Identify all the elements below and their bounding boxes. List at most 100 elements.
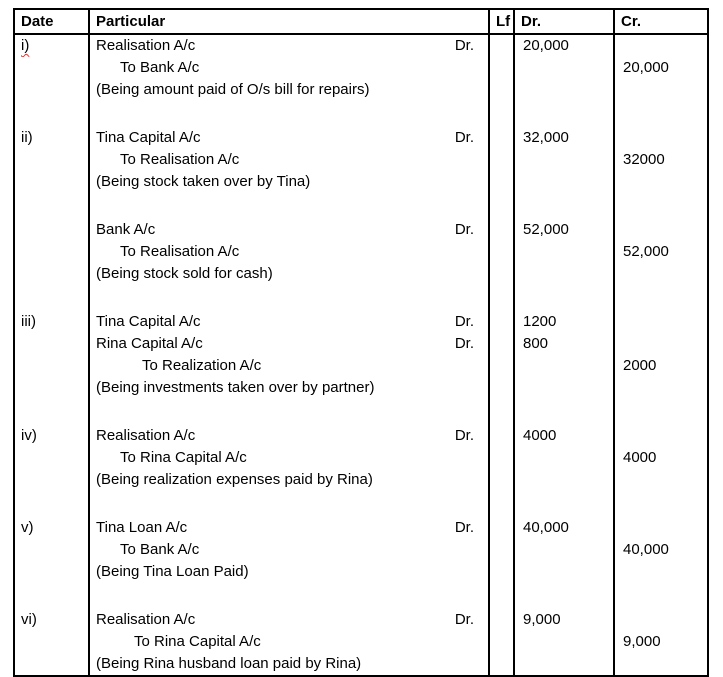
dr-amount: 40,000	[523, 519, 569, 536]
particular-cell: Tina Capital A/c Dr.	[89, 127, 490, 149]
date-cell	[14, 263, 90, 285]
particular-cell: (Being investments taken over by partner…	[89, 377, 490, 399]
particular-line: Tina Capital A/c Dr.	[96, 127, 482, 149]
dr-amount-cell	[514, 57, 615, 79]
spacer-cell	[14, 491, 90, 517]
particular-text: To Realisation A/c	[120, 151, 240, 168]
particular-text: Tina Loan A/c	[96, 519, 188, 536]
particular-text: (Being stock taken over by Tina)	[96, 173, 311, 190]
particular-cell: To Realisation A/c	[89, 241, 490, 263]
particular-line: To Bank A/c	[96, 539, 482, 561]
lf-cell	[489, 219, 515, 241]
particular-text: Realisation A/c	[96, 427, 196, 444]
date-cell	[14, 539, 90, 561]
date-cell	[14, 469, 90, 491]
spacer-cell	[89, 285, 490, 311]
particular-cell: To Rina Capital A/c	[89, 631, 490, 653]
particular-text: Realisation A/c	[96, 611, 196, 628]
date-cell: iii)	[14, 311, 90, 333]
spacer-row	[14, 285, 708, 311]
lf-cell	[489, 149, 515, 171]
dr-amount-cell: 52,000	[514, 219, 615, 241]
particular-line: To Bank A/c	[96, 57, 482, 79]
entry-date-label: iii)	[21, 313, 36, 330]
date-cell: vi)	[14, 609, 90, 631]
cr-amount-cell	[614, 653, 708, 676]
entry-line-row: (Being realization expenses paid by Rina…	[14, 469, 708, 491]
dr-amount-cell: 1200	[514, 311, 615, 333]
dr-amount-cell: 40,000	[514, 517, 615, 539]
particular-cell: (Being amount paid of O/s bill for repai…	[89, 79, 490, 101]
spacer-cell	[89, 491, 490, 517]
cr-amount-cell: 2000	[614, 355, 708, 377]
cr-amount-cell	[614, 219, 708, 241]
dr-amount-cell	[514, 653, 615, 676]
lf-cell	[489, 517, 515, 539]
entry-line-row: (Being Tina Loan Paid)	[14, 561, 708, 583]
lf-cell	[489, 333, 515, 355]
particular-cell: To Bank A/c	[89, 539, 490, 561]
date-cell	[14, 57, 90, 79]
spacer-cell	[489, 193, 515, 219]
cr-amount: 4000	[623, 449, 657, 466]
dr-amount-cell	[514, 263, 615, 285]
entry-line-row: Bank A/c Dr. 52,000	[14, 219, 708, 241]
particular-cell: To Bank A/c	[89, 57, 490, 79]
particular-cell: (Being Rina husband loan paid by Rina)	[89, 653, 490, 676]
dr-amount: 20,000	[523, 37, 569, 54]
particular-line: To Rina Capital A/c	[96, 447, 482, 469]
particular-cell: Realisation A/c Dr.	[89, 34, 490, 57]
cr-amount: 32000	[623, 151, 665, 168]
dr-amount-cell	[514, 149, 615, 171]
cr-amount-cell: 40,000	[614, 539, 708, 561]
lf-cell	[489, 355, 515, 377]
spacer-cell	[89, 583, 490, 609]
cr-amount-cell: 32000	[614, 149, 708, 171]
date-cell: ii)	[14, 127, 90, 149]
entry-date-label: iv)	[21, 427, 37, 444]
particular-line: Rina Capital A/c Dr.	[96, 333, 482, 355]
date-cell	[14, 79, 90, 101]
cr-amount-cell	[614, 34, 708, 57]
spacer-cell	[514, 399, 615, 425]
entry-line-row: (Being stock taken over by Tina)	[14, 171, 708, 193]
particular-line: (Being amount paid of O/s bill for repai…	[96, 79, 482, 101]
particular-text: To Rina Capital A/c	[120, 449, 247, 466]
spacer-cell	[614, 101, 708, 127]
cr-amount: 2000	[623, 357, 657, 374]
spacer-cell	[489, 285, 515, 311]
date-cell	[14, 149, 90, 171]
lf-cell	[489, 539, 515, 561]
particular-text: (Being Tina Loan Paid)	[96, 563, 249, 580]
spacer-cell	[89, 399, 490, 425]
cr-amount-cell	[614, 517, 708, 539]
dr-amount-cell	[514, 171, 615, 193]
particular-cell: (Being stock taken over by Tina)	[89, 171, 490, 193]
header-row: Date Particular Lf Dr. Cr.	[14, 9, 708, 35]
date-cell	[14, 377, 90, 399]
particular-cell: Tina Loan A/c Dr.	[89, 517, 490, 539]
spacer-row	[14, 399, 708, 425]
entry-line-row: To Realisation A/c 52,000	[14, 241, 708, 263]
journal-table-body: i) Realisation A/c Dr. 20,000 To Bank A/c 20,…	[14, 34, 708, 676]
lf-cell	[489, 425, 515, 447]
cr-amount-cell	[614, 333, 708, 355]
spacer-row	[14, 193, 708, 219]
particular-cell: Tina Capital A/c Dr.	[89, 311, 490, 333]
particular-cell: Bank A/c Dr.	[89, 219, 490, 241]
journal-table-header: Date Particular Lf Dr. Cr.	[14, 9, 708, 35]
particular-text: (Being amount paid of O/s bill for repai…	[96, 81, 370, 98]
dr-amount-cell	[514, 539, 615, 561]
cr-amount-cell: 9,000	[614, 631, 708, 653]
entry-line-row: (Being stock sold for cash)	[14, 263, 708, 285]
particular-line: Realisation A/c Dr.	[96, 35, 482, 57]
spacer-cell	[614, 285, 708, 311]
entry-date-label: ii)	[21, 129, 33, 146]
particular-line: (Being Tina Loan Paid)	[96, 561, 482, 583]
lf-cell	[489, 57, 515, 79]
particular-line: To Rina Capital A/c	[96, 631, 482, 653]
column-header-particular: Particular	[89, 9, 490, 35]
cr-amount: 20,000	[623, 59, 669, 76]
dr-suffix-label: Dr.	[454, 129, 474, 146]
